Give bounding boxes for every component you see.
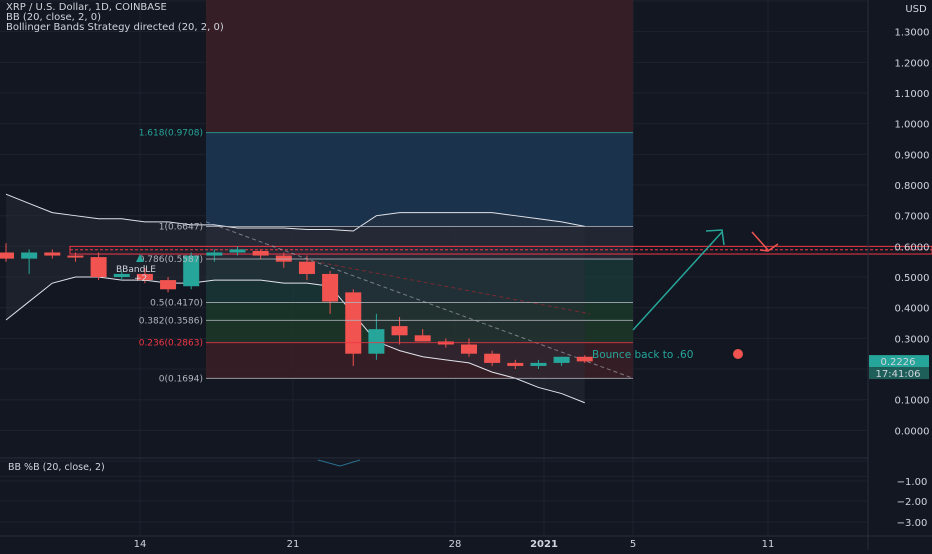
candle-body <box>90 257 107 278</box>
candle-body <box>553 356 570 363</box>
price-axis-label: 0.4000 <box>895 304 930 315</box>
bbpct-legend: BB %B (20, close, 2) <box>8 462 105 473</box>
candle-body <box>530 362 547 366</box>
bb-lower <box>5 276 585 404</box>
fib-level-label: 1(0.6647) <box>159 223 203 233</box>
strategy-legend: Bollinger Bands Strategy directed (20, 2… <box>6 22 224 33</box>
teal-zone <box>206 259 633 303</box>
candle-body <box>368 329 385 354</box>
candle-body <box>21 252 38 259</box>
candle-body <box>113 273 130 278</box>
time-axis-label: 2021 <box>530 539 558 550</box>
fib-level-label: 0.786(0.5587) <box>139 255 203 265</box>
candle-body <box>345 292 362 354</box>
alert-icon <box>733 349 743 359</box>
price-axis-label: 1.0000 <box>895 120 930 131</box>
signal-sub: +2 <box>134 274 147 284</box>
time-axis-label: 14 <box>134 539 147 550</box>
fib-level-label: 0.5(0.4170) <box>150 298 203 308</box>
price-axis-label: 0.5000 <box>895 273 930 284</box>
sub-axis-label: −2.00 <box>897 497 928 508</box>
price-axis-label: 0.3000 <box>895 334 930 345</box>
signal-label: BBandLE <box>116 265 156 275</box>
candle-body <box>183 255 200 287</box>
price-axis-label: 1.1000 <box>895 89 930 100</box>
time-axis-label: 28 <box>449 539 462 550</box>
fib-level-label: 0(0.1694) <box>159 374 203 384</box>
symbol-legend: XRP / U.S. Dollar, 1D, COINBASE <box>6 2 167 13</box>
bounce-annotation: Bounce back to .60 <box>592 349 693 361</box>
blue-zone <box>206 132 633 227</box>
signal-arrow-icon <box>136 254 144 262</box>
fib-level-label: 0.382(0.3586) <box>139 316 203 326</box>
candle-body <box>136 273 153 281</box>
candle-body <box>67 255 84 258</box>
upper-red-zone <box>206 0 633 133</box>
candle-body <box>252 250 269 256</box>
green-zone-2 <box>206 320 633 343</box>
green-zone <box>206 302 633 321</box>
last-price-tag <box>869 355 929 368</box>
drop-arrow <box>751 231 769 251</box>
price-axis-label: 1.3000 <box>895 28 930 39</box>
time-axis-label: 5 <box>630 539 636 550</box>
candle-body <box>0 252 14 259</box>
bb-legend: BB (20, close, 2, 0) <box>6 12 101 23</box>
bbpct-line <box>317 459 361 467</box>
drop-arrowhead <box>759 243 779 252</box>
bounce-arrow <box>632 231 723 331</box>
candle-body <box>229 249 246 253</box>
candle-body <box>322 273 339 302</box>
red-trend-line <box>299 258 591 315</box>
countdown-tag <box>869 367 929 380</box>
price-axis-currency: USD <box>905 4 927 15</box>
price-axis-label: 0.7000 <box>895 212 930 223</box>
price-axis-label: 0.1000 <box>895 396 930 407</box>
candle-body <box>484 353 501 363</box>
time-axis-label: 21 <box>287 539 300 550</box>
candle-body <box>391 326 408 336</box>
candle-body <box>461 344 477 354</box>
price-axis-label: 0.0000 <box>895 426 930 437</box>
candle-body <box>298 261 315 274</box>
candle-body <box>44 252 61 256</box>
candle-body <box>576 356 593 362</box>
candle-body <box>206 252 223 256</box>
fib-level-label: 1.618(0.9708) <box>139 129 203 139</box>
trend-line <box>205 221 634 379</box>
price-axis-label: 1.2000 <box>895 58 930 69</box>
time-axis-label: 11 <box>762 539 775 550</box>
countdown-value: 17:41:06 <box>876 369 921 380</box>
candle-body <box>160 280 177 290</box>
fib-level-label: 0.236(0.2863) <box>139 339 203 349</box>
price-axis-label: 0.6000 <box>895 242 930 253</box>
candle-body <box>507 362 524 366</box>
sub-axis-label: −3.00 <box>897 518 928 529</box>
candle-body <box>414 335 431 342</box>
price-axis-label: 0.9000 <box>895 150 930 161</box>
price-axis-label: 0.8000 <box>895 181 930 192</box>
bounce-arrowhead <box>705 229 725 246</box>
last-price-value: 0.2226 <box>881 357 916 368</box>
sub-axis-label: −1.00 <box>897 477 928 488</box>
bb-upper <box>5 193 585 232</box>
